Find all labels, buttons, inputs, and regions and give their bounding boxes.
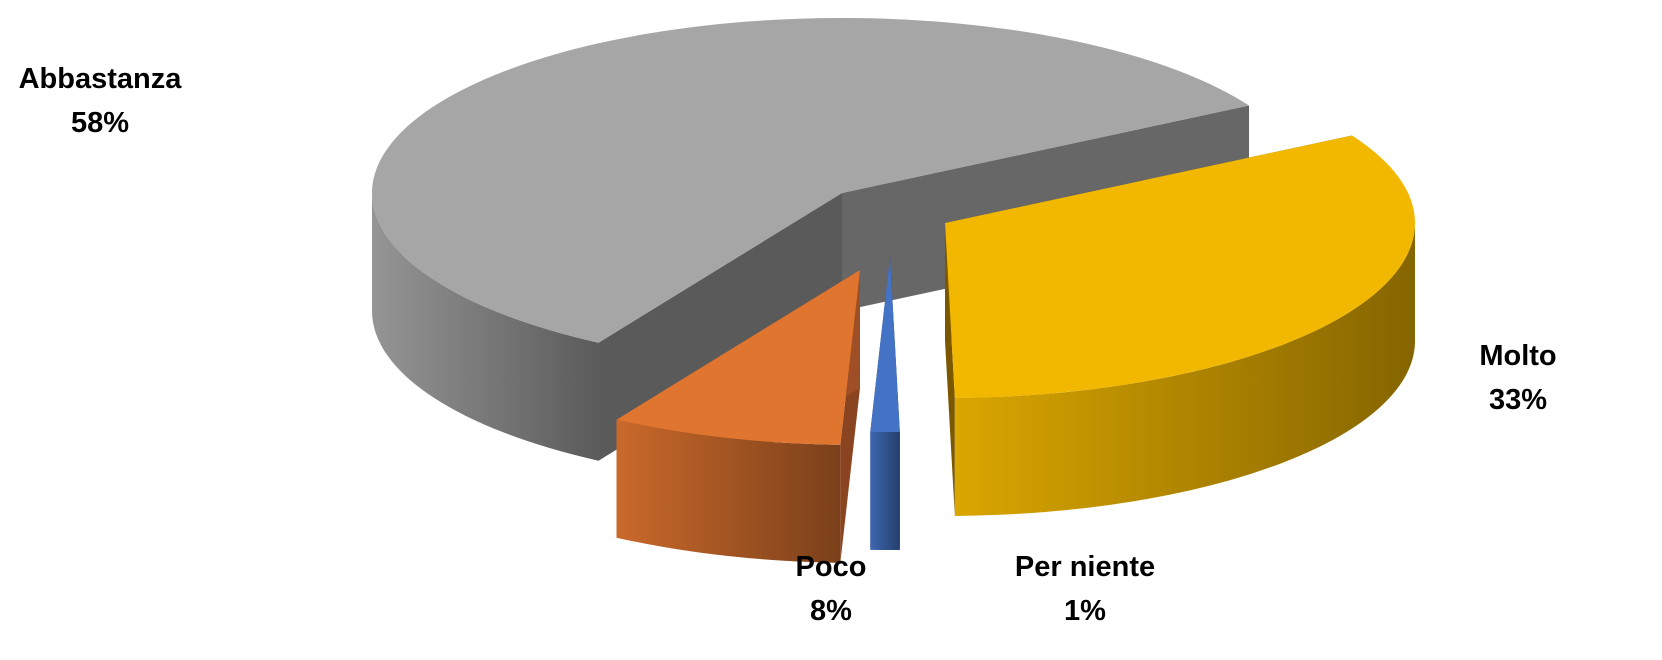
labels-layer: Molto 33% Per niente 1% Poco 8% Abbastanza 58% xyxy=(19,63,1557,627)
data-label-molto: Molto xyxy=(1479,340,1556,372)
slice-outer-wall xyxy=(870,431,900,551)
slice-top xyxy=(616,270,860,445)
slice-top xyxy=(945,135,1415,398)
slice-outer-wall xyxy=(616,419,841,563)
data-label-per-niente: Per niente xyxy=(1015,551,1155,583)
slice-top xyxy=(870,257,900,432)
slice-wall-end xyxy=(945,223,955,516)
slice-molto xyxy=(945,135,1415,516)
data-value-abbastanza: 58% xyxy=(71,107,129,139)
data-label-poco: Poco xyxy=(796,551,867,583)
data-value-per-niente: 1% xyxy=(1064,595,1106,627)
slice-poco xyxy=(616,270,860,563)
data-label-abbastanza: Abbastanza xyxy=(19,63,183,95)
data-value-poco: 8% xyxy=(810,595,852,627)
slice-top xyxy=(372,18,1250,343)
data-value-molto: 33% xyxy=(1489,384,1547,416)
slice-outer-wall xyxy=(954,223,1415,516)
slice-outer-wall xyxy=(372,193,599,461)
slices-layer xyxy=(372,18,1415,563)
slice-per-niente xyxy=(870,257,900,551)
